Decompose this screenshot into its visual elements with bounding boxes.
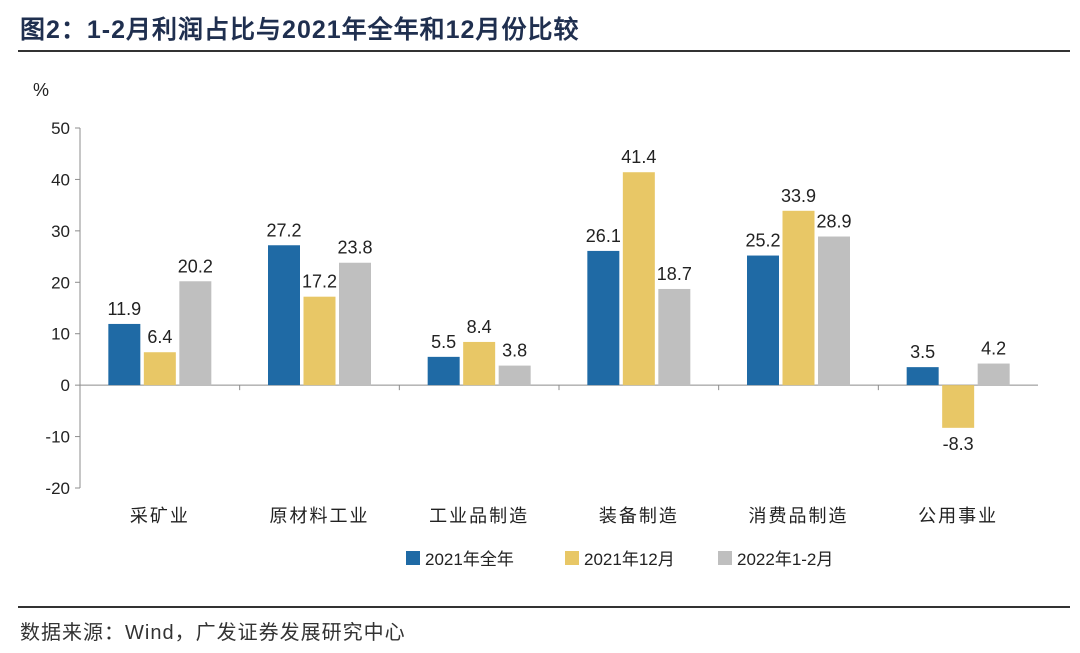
- x-category-label: 工业品制造: [429, 506, 529, 526]
- data-label: 11.9: [107, 299, 141, 319]
- x-category-label: 公用事业: [918, 506, 998, 526]
- data-label: 5.5: [431, 332, 456, 352]
- bar: [108, 323, 141, 386]
- bar: [906, 367, 939, 386]
- data-label: 6.4: [147, 327, 172, 347]
- data-label: -8.3: [943, 434, 974, 454]
- y-tick-label: 0: [61, 376, 70, 395]
- x-axis: 采矿业 原材料工业 工业品制造 装备制造 消费品制造 公用事业: [80, 384, 1038, 526]
- data-label: 20.2: [178, 256, 213, 276]
- data-label: 41.4: [621, 147, 656, 167]
- data-label: 18.7: [657, 264, 692, 284]
- bar: [818, 236, 850, 386]
- bar: [427, 356, 460, 386]
- data-label: 26.1: [586, 226, 621, 246]
- data-label: 25.2: [745, 231, 780, 251]
- y-tick-label: -20: [45, 479, 70, 498]
- y-tick-label: -10: [45, 428, 70, 447]
- bar: [498, 365, 531, 386]
- bar-chart: % -20 -10 0 10 20 30 40 50 采矿业 原材料工业 工业品制造 装备制造 消费品制…: [33, 80, 1038, 569]
- legend-label: 2022年1-2月: [737, 550, 833, 569]
- bar-series: [108, 172, 1010, 428]
- data-label: 4.2: [981, 339, 1006, 359]
- source-note: 数据来源：Wind，广发证券发展研究中心: [20, 622, 406, 644]
- legend-swatch: [406, 551, 420, 565]
- legend: 2021年全年 2021年12月 2022年1-2月: [406, 550, 833, 569]
- data-label: 17.2: [302, 272, 337, 292]
- data-label: 8.4: [467, 317, 492, 337]
- data-labels: 11.9 6.4 20.2 27.2 17.223.8 5.5 8.4 3.8 26.1 41.4…: [107, 147, 1006, 454]
- x-category-label: 装备制造: [599, 506, 679, 526]
- data-label: 3.5: [910, 342, 935, 362]
- y-tick-label: 50: [51, 119, 70, 138]
- y-tick-label: 40: [51, 170, 70, 189]
- data-label: 27.2: [266, 220, 301, 240]
- y-tick-label: 20: [51, 273, 70, 292]
- data-label: 28.9: [816, 212, 851, 232]
- x-category-label: 原材料工业: [270, 506, 370, 526]
- data-label: 23.8: [337, 238, 372, 258]
- y-tick-label: 10: [51, 325, 70, 344]
- y-axis: % -20 -10 0 10 20 30 40 50: [33, 80, 81, 498]
- data-label: 33.9: [781, 186, 816, 206]
- legend-swatch: [565, 551, 579, 565]
- y-tick-label: 30: [51, 222, 70, 241]
- x-category-label: 消费品制造: [749, 506, 849, 526]
- bar: [463, 341, 496, 386]
- bar: [782, 210, 815, 386]
- bar: [587, 250, 620, 386]
- figure-title: 图2：1-2月利润占比与2021年全年和12月份比较: [20, 16, 580, 44]
- bar: [977, 363, 1010, 386]
- bar: [339, 262, 371, 386]
- legend-label: 2021年全年: [425, 550, 514, 569]
- x-category-label: 采矿业: [130, 506, 190, 526]
- bar: [747, 255, 779, 386]
- y-axis-unit-label: %: [33, 80, 49, 100]
- bar: [268, 245, 300, 386]
- legend-swatch: [718, 551, 732, 565]
- legend-label: 2021年12月: [584, 550, 675, 569]
- bar: [622, 172, 655, 386]
- bar: [179, 281, 212, 386]
- bar: [143, 352, 176, 386]
- bar: [303, 296, 336, 386]
- bar: [658, 288, 691, 386]
- top-divider: [18, 50, 1070, 52]
- bar: [942, 385, 975, 428]
- bottom-divider: [18, 606, 1070, 608]
- data-label: 3.8: [502, 341, 527, 361]
